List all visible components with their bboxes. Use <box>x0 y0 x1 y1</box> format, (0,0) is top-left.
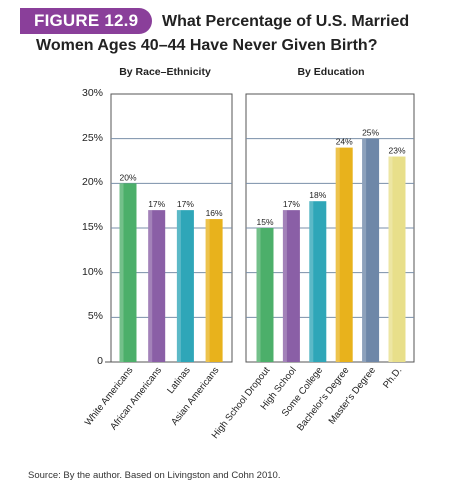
chart-title-line-2: Women Ages 40–44 Have Never Given Birth? <box>36 37 378 54</box>
bar-african-americans <box>148 210 166 362</box>
data-label: 24% <box>336 137 353 147</box>
y-tick-label: 25% <box>81 131 103 144</box>
x-tick-label: White Americans <box>83 365 136 428</box>
bar-highlight <box>388 156 393 362</box>
bar-high-school-dropout <box>256 228 274 362</box>
bar-some-college <box>309 201 327 362</box>
data-label: 20% <box>119 172 136 182</box>
bar-highlight <box>335 147 340 362</box>
chart-title-line-1: What Percentage of U.S. Married <box>162 13 410 30</box>
y-tick-label: 15% <box>81 221 103 233</box>
bar-highlight <box>309 201 314 362</box>
x-tick-label: Latinas <box>165 365 193 396</box>
y-tick-label: 5% <box>87 310 103 323</box>
x-tick-label: African Americans <box>108 365 164 432</box>
data-label: 18% <box>309 190 326 200</box>
bar-highlight <box>362 138 367 362</box>
bar-highlight <box>256 228 261 362</box>
bar-master-s-degree <box>362 138 380 362</box>
bar-white-americans <box>119 183 137 362</box>
bar-latinas <box>176 210 194 362</box>
y-tick-label: 30% <box>81 87 103 99</box>
bar-highlight <box>119 183 124 362</box>
data-label: 17% <box>283 199 300 209</box>
data-label: 15% <box>256 217 273 227</box>
panel-title-education: By Education <box>297 66 365 78</box>
x-tick-label: Master's Degree <box>327 365 378 426</box>
bar-asian-americans <box>205 219 223 362</box>
source-note: Source: By the author. Based on Livingst… <box>28 470 281 481</box>
data-label: 17% <box>148 199 165 209</box>
y-tick-label: 10% <box>81 265 103 278</box>
bar-bachelor-s-degree <box>335 147 353 362</box>
bar-highlight <box>148 210 153 362</box>
y-tick-label: 0 <box>97 355 103 367</box>
x-tick-label: Ph.D. <box>381 365 404 390</box>
data-label: 23% <box>388 146 405 156</box>
data-label: 17% <box>177 199 194 209</box>
bar-ph-d <box>388 156 406 362</box>
bar-highlight <box>176 210 181 362</box>
y-tick-label: 20% <box>81 176 103 189</box>
bar-highlight <box>282 210 287 362</box>
data-label: 16% <box>206 208 223 218</box>
panel-title-race: By Race–Ethnicity <box>119 66 211 78</box>
bar-high-school <box>282 210 300 362</box>
figure-label: FIGURE 12.9 <box>20 8 153 34</box>
data-label: 25% <box>362 128 379 138</box>
bar-highlight <box>205 219 210 362</box>
